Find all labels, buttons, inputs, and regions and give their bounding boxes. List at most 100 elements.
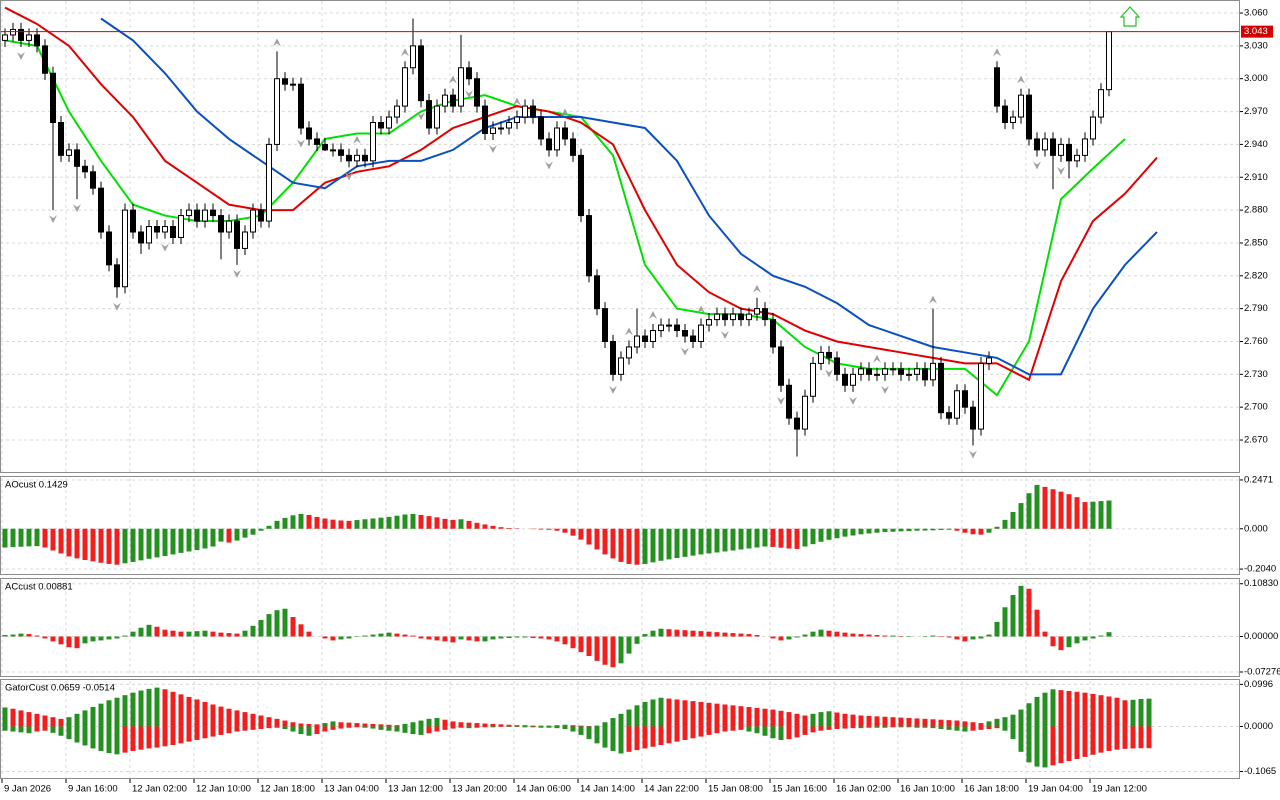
histogram-bar [994, 621, 1000, 637]
x-tick-label: 9 Jan 2026 [4, 784, 51, 795]
histogram-bar [426, 636, 432, 640]
gator-bar [42, 715, 48, 727]
histogram-bar [130, 528, 136, 562]
candle-body [1090, 116, 1096, 140]
candle-body [234, 220, 240, 249]
candle-body [682, 330, 688, 337]
gator-bar [570, 725, 576, 727]
gator-bar [1074, 726, 1080, 759]
gator-bar [234, 726, 240, 732]
candle-body [42, 45, 48, 74]
gator-bar [474, 723, 480, 727]
gator-bar [378, 724, 384, 727]
histogram-bar [826, 528, 832, 540]
gator-bar [394, 725, 400, 727]
x-tick-label: 12 Jan 10:00 [196, 784, 251, 795]
gator-bar [610, 726, 616, 751]
gator-bar [850, 714, 856, 727]
candle-body [338, 149, 344, 156]
histogram-bar [402, 514, 408, 529]
gator-bar [994, 718, 1000, 727]
histogram-bar [890, 635, 896, 637]
gator-bar [778, 726, 784, 740]
candle-body [802, 395, 808, 430]
histogram-bar [1042, 486, 1048, 529]
histogram-bar [978, 636, 984, 639]
histogram-bar [394, 633, 400, 637]
candle-body [1026, 94, 1032, 140]
gator-bar [658, 697, 664, 727]
x-tick-label: 19 Jan 04:00 [1028, 784, 1083, 795]
candle-body [810, 362, 816, 397]
gator-bar [162, 689, 168, 727]
gator-bar [410, 726, 416, 735]
histogram-bar [1050, 489, 1056, 529]
gator-bar [122, 695, 128, 727]
gator-bar [322, 723, 328, 727]
gator-bar [370, 723, 376, 727]
histogram-bar [154, 528, 160, 558]
gator-bar [938, 719, 944, 727]
histogram-bar [850, 633, 856, 637]
histogram-bar [394, 515, 400, 529]
candle-body [714, 313, 720, 321]
gator-bar [690, 726, 696, 739]
gator-bar [810, 726, 816, 733]
histogram-bar [106, 528, 112, 564]
histogram-bar [794, 528, 800, 549]
y-tick-label: 0.2471 [1244, 474, 1273, 485]
histogram-bar [1098, 501, 1104, 529]
candle-body [426, 100, 432, 129]
histogram-bar [986, 634, 992, 637]
gator-bar [210, 704, 216, 727]
histogram-bar [450, 519, 456, 529]
gator-bar [674, 726, 680, 742]
candle-body [1042, 138, 1048, 151]
candle-body [106, 231, 112, 266]
gator-bar [194, 726, 200, 740]
histogram-bar [906, 528, 912, 532]
candle-body [506, 122, 512, 129]
gator-bar [82, 726, 88, 746]
y-tick-label: 2.970 [1244, 106, 1268, 117]
gator-bar [1018, 726, 1024, 752]
gator-bar [34, 713, 40, 727]
histogram-bar [738, 633, 744, 637]
fractal-down [969, 450, 977, 459]
histogram-bar [746, 528, 752, 549]
candle-body [1082, 138, 1088, 156]
histogram-bar [162, 528, 168, 557]
histogram-bar [162, 629, 168, 637]
candle-body [146, 226, 152, 244]
histogram-bar [178, 631, 184, 637]
candle-body [274, 78, 280, 145]
gator-bar [530, 726, 536, 728]
gator-bar [930, 719, 936, 727]
signal-arrow [1119, 6, 1141, 27]
histogram-bar [306, 631, 312, 637]
candle-body [954, 390, 960, 419]
candle-body [306, 127, 312, 140]
histogram-bar [818, 528, 824, 542]
candle-body [842, 373, 848, 386]
gator-bar [58, 718, 64, 727]
candle-body [66, 149, 72, 156]
gator-bar [178, 726, 184, 744]
gator-bar [170, 726, 176, 746]
histogram-bar [874, 635, 880, 637]
gator-bar [114, 697, 120, 727]
candle-body [602, 308, 608, 342]
x-tick-label: 13 Jan 04:00 [324, 784, 379, 795]
gator-bar [658, 726, 664, 746]
histogram-bar [866, 528, 872, 534]
gator-bar [938, 726, 944, 729]
gator-bar [866, 715, 872, 727]
candle-body [346, 154, 352, 162]
histogram-bar [650, 630, 656, 637]
fractal-down [17, 51, 25, 60]
gator-bar [274, 718, 280, 727]
candle-body [370, 122, 376, 162]
candle-body [1074, 154, 1080, 162]
histogram-bar [410, 513, 416, 529]
gator-bar [18, 710, 24, 727]
